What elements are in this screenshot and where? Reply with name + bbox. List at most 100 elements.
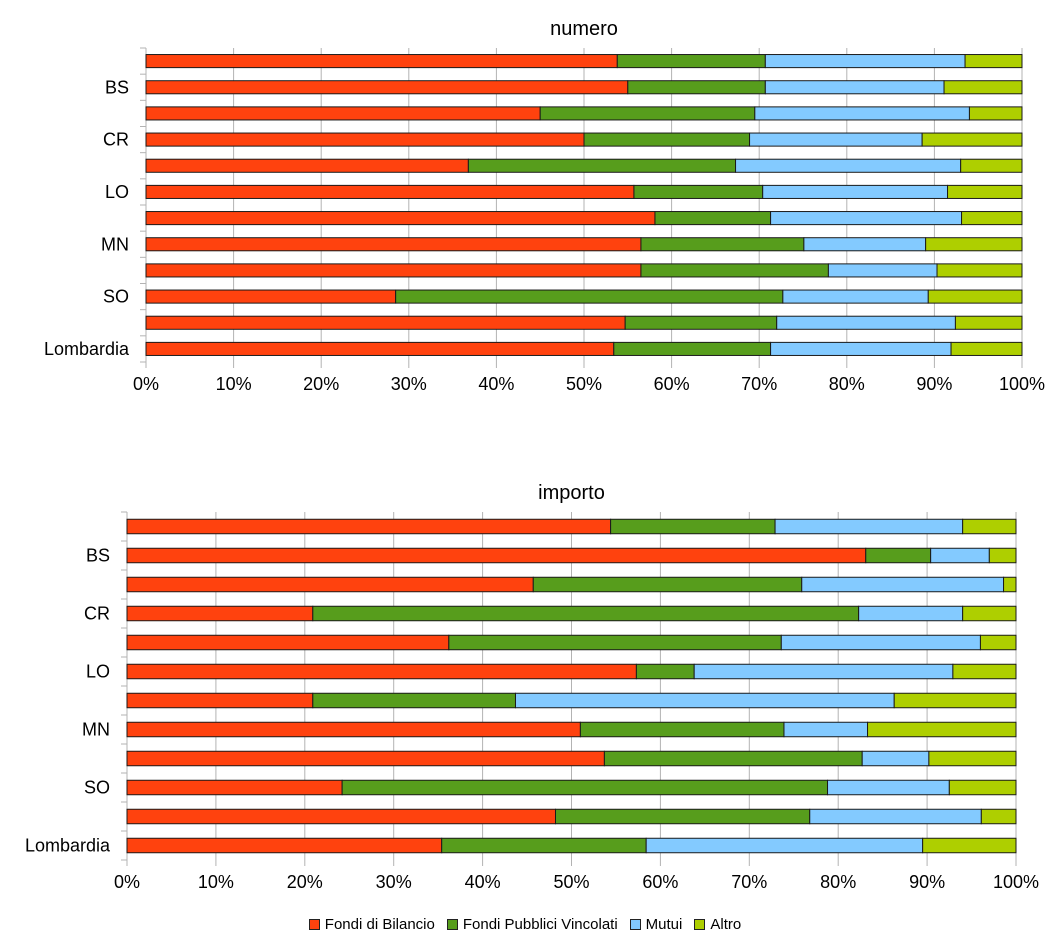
bar-segment-fondi-di-bilancio [145, 106, 541, 121]
bar-segment-fondi-pubblici-vincolati [532, 576, 803, 593]
x-tick-label: 100% [999, 374, 1045, 394]
bar-segment-fondi-pubblici-vincolati [312, 692, 516, 709]
charts-canvas: numero 0% 10% 20% 30% 40% 50% 60% 70% 80% 90% 100% B… [25, 18, 1045, 892]
bar-segment-fondi-di-bilancio [145, 341, 615, 356]
bar-segment-altro [962, 518, 1017, 535]
category-label: MN [101, 234, 129, 254]
bar-segment-altro [954, 315, 1023, 330]
bar-segment-altro [980, 808, 1017, 825]
legend-item-altro: Altro [694, 916, 741, 933]
bar-segment-fondi-di-bilancio [126, 721, 581, 738]
bar-segment-mutui [783, 721, 869, 738]
bar-segment-fondi-pubblici-vincolati [583, 132, 751, 147]
bar-segment-fondi-di-bilancio [145, 315, 626, 330]
bar-segment-fondi-pubblici-vincolati [341, 779, 829, 796]
legend-label: Mutui [645, 916, 683, 933]
x-tick-label: 40% [478, 374, 514, 394]
x-tick-label: 30% [376, 872, 412, 892]
category-label: Lombardia [25, 836, 111, 856]
bar-segment-fondi-di-bilancio [145, 211, 656, 226]
bar-segment-mutui [930, 547, 990, 564]
bar-segment-fondi-pubblici-vincolati [539, 106, 756, 121]
bar-segment-fondi-di-bilancio [145, 289, 397, 304]
category-label: CR [103, 130, 129, 150]
x-tick-label: 70% [731, 872, 767, 892]
bar-segment-altro [948, 779, 1017, 796]
bar-segment-mutui [861, 750, 930, 767]
bar-segment-fondi-di-bilancio [145, 80, 629, 95]
bar-segment-fondi-pubblici-vincolati [554, 808, 811, 825]
legend-item-fondi-pubblici-vincolati: Fondi Pubblici Vincolati [446, 916, 618, 933]
bar-segment-fondi-di-bilancio [145, 132, 585, 147]
bar-segment-mutui [749, 132, 923, 147]
x-tick-label: 50% [553, 872, 589, 892]
bar-segment-altro [921, 132, 1023, 147]
bar-segment-mutui [774, 518, 964, 535]
bar-segment-altro [893, 692, 1017, 709]
bar-segment-fondi-di-bilancio [126, 808, 556, 825]
bar-segment-fondi-pubblici-vincolati [613, 341, 772, 356]
bar-segment-fondi-pubblici-vincolati [579, 721, 785, 738]
x-tick-label: 100% [993, 872, 1039, 892]
bar-segment-mutui [780, 634, 981, 651]
category-label: Lombardia [44, 339, 130, 359]
bar-segment-fondi-pubblici-vincolati [640, 237, 805, 252]
bar-segment-altro [960, 158, 1023, 173]
bar-segment-altro [925, 237, 1023, 252]
x-tick-label: 80% [829, 374, 865, 394]
bar-segment-mutui [754, 106, 970, 121]
bar-segment-altro [968, 106, 1023, 121]
bar-segment-mutui [770, 341, 952, 356]
legend: Fondi di Bilancio Fondi Pubblici Vincola… [0, 916, 1050, 933]
x-tick-label: 20% [303, 374, 339, 394]
bar-segment-fondi-di-bilancio [126, 663, 637, 680]
bar-segment-fondi-pubblici-vincolati [627, 80, 766, 95]
legend-item-fondi-bilancio: Fondi di Bilancio [308, 916, 435, 933]
bar-segment-mutui [858, 605, 964, 622]
bar-segment-mutui [764, 80, 945, 95]
bar-segment-fondi-pubblici-vincolati [624, 315, 778, 330]
bar-segment-mutui [764, 54, 966, 69]
bar-segment-altro [988, 547, 1017, 564]
x-tick-label: 0% [133, 374, 159, 394]
bar-segment-altro [961, 211, 1023, 226]
bar-segment-fondi-di-bilancio [145, 263, 642, 278]
bar-segment-altro [962, 605, 1017, 622]
bar-segment-mutui [735, 158, 962, 173]
bar-segment-fondi-di-bilancio [126, 837, 443, 854]
bar-segment-fondi-pubblici-vincolati [633, 184, 764, 199]
x-tick-label: 10% [216, 374, 252, 394]
bar-segment-altro [936, 263, 1023, 278]
bar-segment-mutui [514, 692, 895, 709]
chart-title: numero [550, 18, 618, 40]
bar-segment-mutui [782, 289, 929, 304]
bar-segment-fondi-di-bilancio [145, 237, 642, 252]
legend-swatch-mutui [629, 919, 641, 930]
bar-segment-fondi-pubblici-vincolati [610, 518, 776, 535]
bar-segment-altro [1003, 576, 1017, 593]
bar-segment-fondi-pubblici-vincolati [865, 547, 932, 564]
category-label: SO [84, 778, 110, 798]
bar-segment-mutui [809, 808, 982, 825]
bar-segment-fondi-di-bilancio [126, 576, 534, 593]
bar-segment-altro [927, 289, 1023, 304]
x-tick-label: 90% [909, 872, 945, 892]
bar-segment-fondi-pubblici-vincolati [441, 837, 647, 854]
bar-segment-fondi-pubblici-vincolati [395, 289, 784, 304]
x-tick-label: 0% [114, 872, 140, 892]
bar-segment-fondi-di-bilancio [126, 692, 314, 709]
x-tick-label: 90% [916, 374, 952, 394]
category-label: CR [84, 604, 110, 624]
legend-swatch-altro [694, 919, 706, 930]
bar-segment-mutui [803, 237, 927, 252]
bar-segment-fondi-pubblici-vincolati [616, 54, 766, 69]
bar-segment-mutui [827, 263, 938, 278]
x-tick-label: 30% [391, 374, 427, 394]
bar-segment-mutui [770, 211, 963, 226]
bar-segment-fondi-di-bilancio [126, 547, 867, 564]
category-label: BS [105, 77, 129, 97]
bar-segment-mutui [801, 576, 1005, 593]
bar-segment-fondi-di-bilancio [126, 605, 314, 622]
bar-segment-fondi-di-bilancio [145, 54, 618, 69]
category-label: MN [82, 720, 110, 740]
